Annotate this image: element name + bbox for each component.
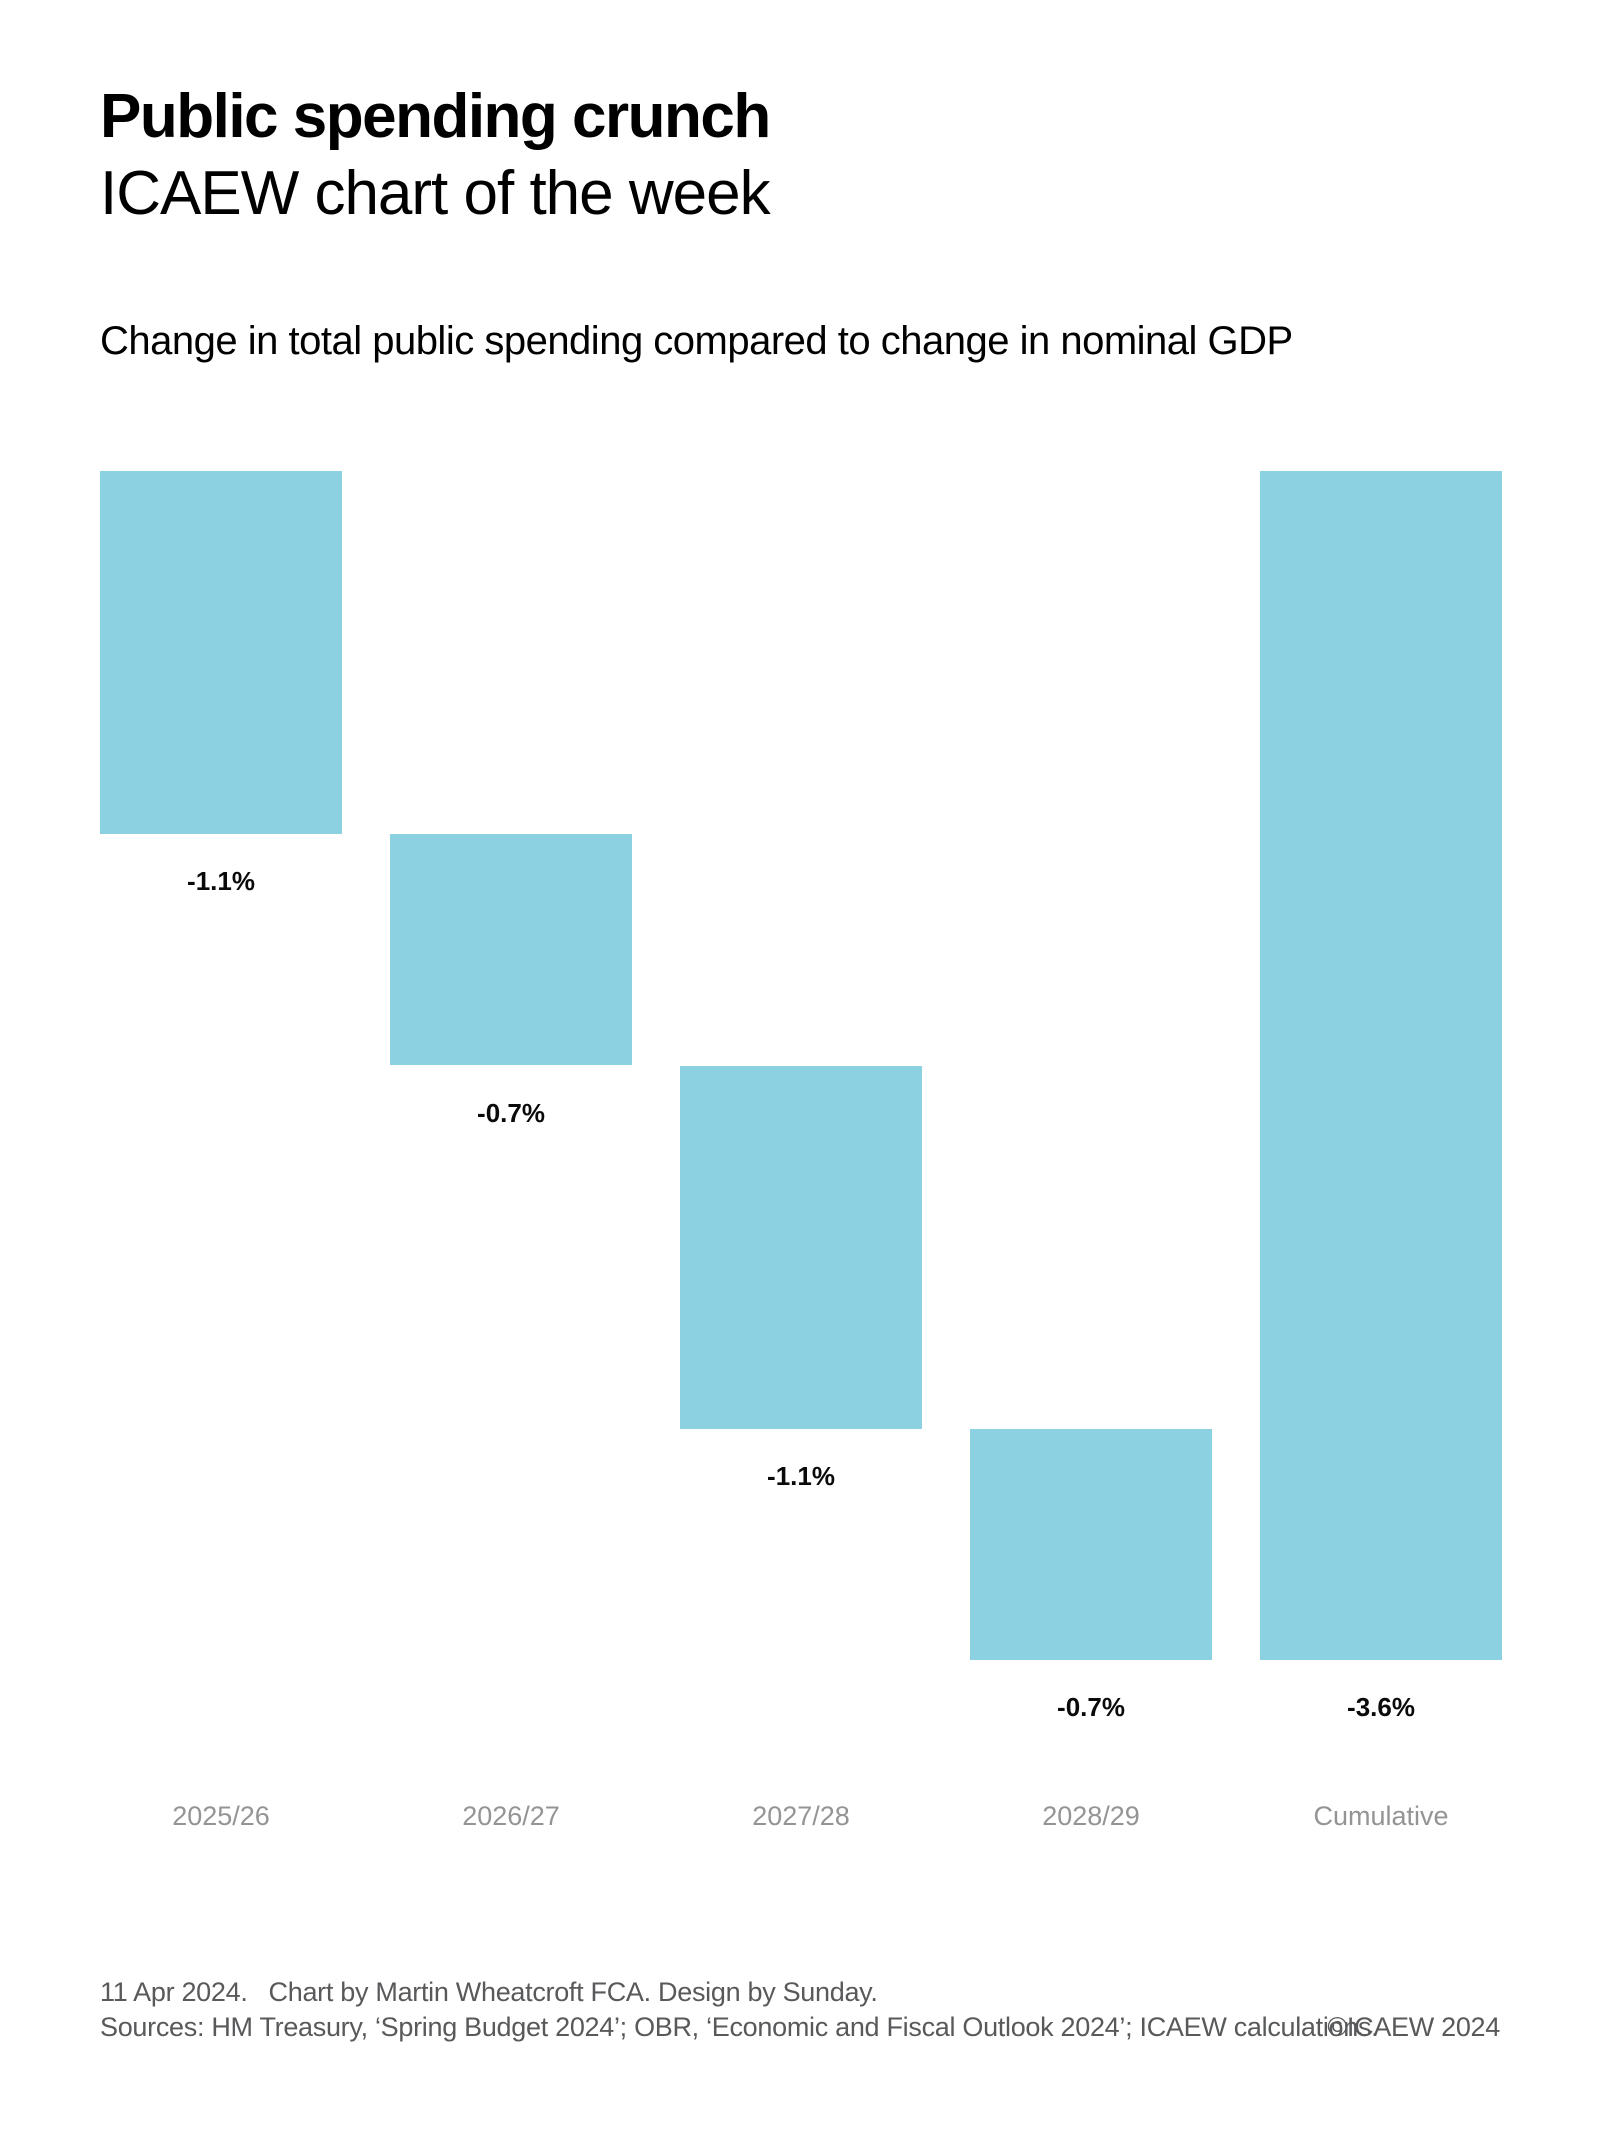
footer-credit: Chart by Martin Wheatcroft FCA. Design b… bbox=[268, 1977, 878, 2007]
footer-date: 11 Apr 2024. bbox=[100, 1977, 248, 2007]
bar-value-label: -3.6% bbox=[1347, 1692, 1415, 1722]
page-title: Public spending crunch bbox=[100, 82, 771, 151]
x-axis-label: 2025/26 bbox=[172, 1801, 270, 1831]
bar-value-label: -0.7% bbox=[477, 1098, 545, 1128]
x-axis-label: Cumulative bbox=[1313, 1801, 1449, 1831]
page-subtitle: ICAEW chart of the week bbox=[100, 159, 771, 228]
bar-2028-29 bbox=[970, 1429, 1212, 1660]
bar-2026-27 bbox=[390, 834, 632, 1065]
bar-value-label: -0.7% bbox=[1057, 1692, 1125, 1722]
bar-cumulative bbox=[1260, 471, 1502, 1660]
bar-2025-26 bbox=[100, 471, 342, 834]
waterfall-chart: -1.1% 2025/26 -0.7% 2026/27 -1.1% 2027/28 -0.7… bbox=[100, 471, 1502, 1831]
footer-sources: Sources: HM Treasury, ‘Spring Budget 202… bbox=[100, 2012, 1379, 2042]
x-axis-label: 2027/28 bbox=[752, 1801, 850, 1831]
footer-copyright: ©ICAEW 2024 bbox=[1327, 2012, 1500, 2042]
bar-value-label: -1.1% bbox=[187, 866, 255, 896]
footer-credit-line: 11 Apr 2024. Chart by Martin Wheatcroft F… bbox=[100, 1979, 878, 2006]
x-axis-label: 2028/29 bbox=[1042, 1801, 1140, 1831]
bar-value-label: -1.1% bbox=[767, 1461, 835, 1491]
chart-description: Change in total public spending compared… bbox=[100, 319, 1293, 363]
x-axis-label: 2026/27 bbox=[462, 1801, 560, 1831]
bar-2027-28 bbox=[680, 1066, 922, 1429]
